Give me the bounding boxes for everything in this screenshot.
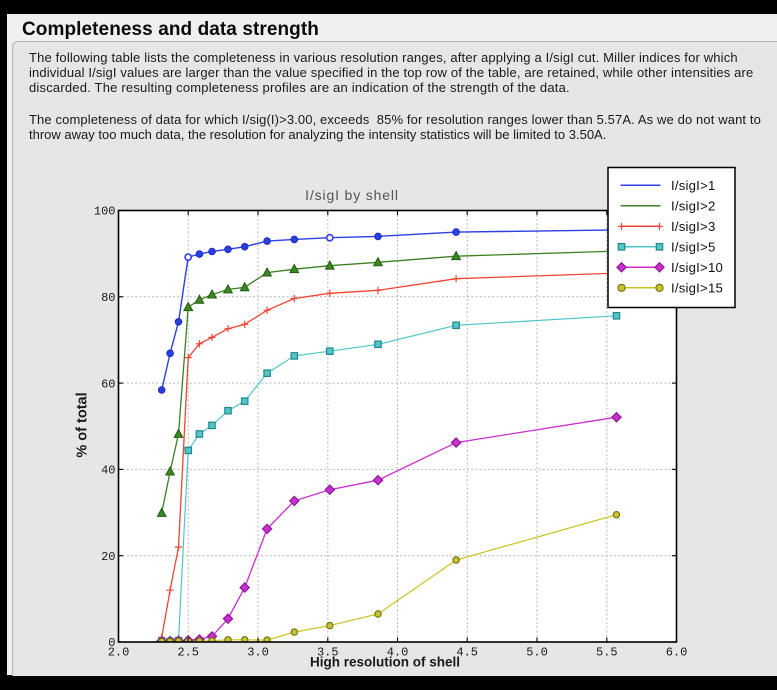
svg-text:2.5: 2.5 <box>177 646 199 660</box>
svg-text:20: 20 <box>101 550 115 564</box>
svg-text:0: 0 <box>108 636 115 650</box>
svg-text:I/sigI>1: I/sigI>1 <box>671 178 716 193</box>
svg-text:3.5: 3.5 <box>317 646 339 660</box>
svg-text:I/sigI>10: I/sigI>10 <box>671 260 723 275</box>
svg-text:60: 60 <box>101 377 115 391</box>
svg-text:High resolution of shell: High resolution of shell <box>310 655 460 670</box>
svg-text:40: 40 <box>101 464 115 478</box>
svg-text:6.0: 6.0 <box>666 646 688 660</box>
svg-text:80: 80 <box>101 291 115 305</box>
svg-text:4.5: 4.5 <box>456 646 478 660</box>
svg-text:% of total: % of total <box>75 392 91 457</box>
svg-text:100: 100 <box>94 205 116 219</box>
svg-text:4.0: 4.0 <box>387 646 409 660</box>
svg-text:3.0: 3.0 <box>247 646 269 660</box>
svg-text:5.0: 5.0 <box>526 646 548 660</box>
svg-text:I/sigI by shell: I/sigI by shell <box>305 187 399 203</box>
svg-text:I/sigI>3: I/sigI>3 <box>671 219 716 234</box>
svg-text:5.5: 5.5 <box>596 646 618 660</box>
svg-text:2.0: 2.0 <box>108 646 130 660</box>
svg-text:I/sigI>15: I/sigI>15 <box>671 280 723 295</box>
svg-text:I/sigI>5: I/sigI>5 <box>671 239 716 254</box>
svg-text:I/sigI>2: I/sigI>2 <box>671 198 716 213</box>
